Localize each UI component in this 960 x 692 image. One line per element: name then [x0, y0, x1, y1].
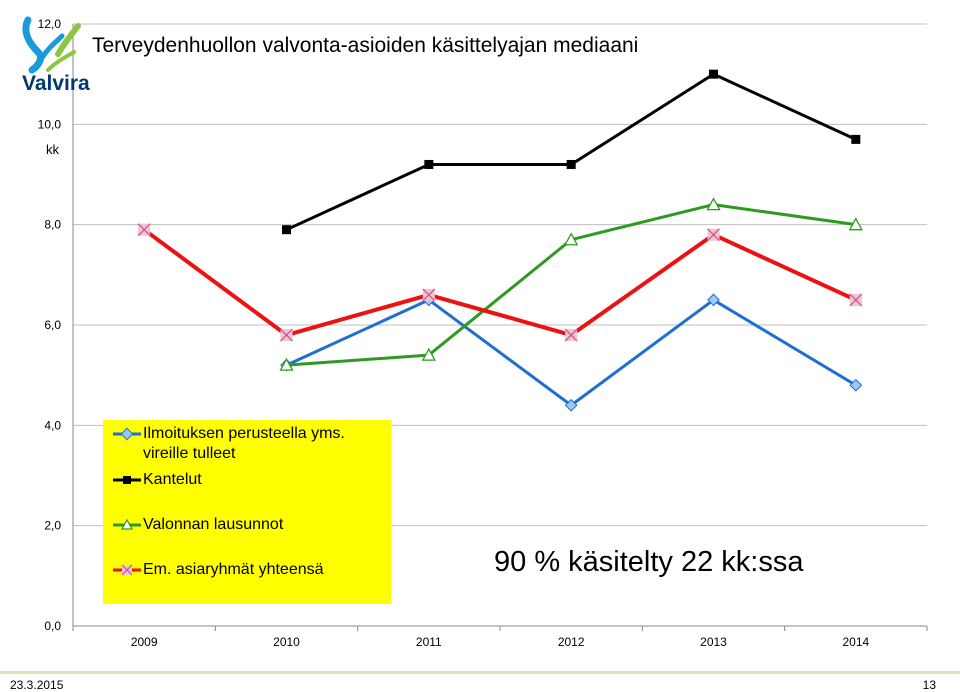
y-tick-label: 12,0	[38, 17, 62, 31]
data-point-1-2	[566, 159, 576, 169]
series-line-1	[285, 72, 857, 232]
data-point-2-2	[564, 232, 579, 246]
legend-label-yhteensa: Em. asiaryhmät yhteensä	[143, 561, 324, 578]
data-point-1-0	[282, 225, 291, 235]
legend-label-ilmoitukset-line1: Ilmoituksen perusteella yms.	[143, 425, 345, 442]
data-point-1-1	[424, 159, 434, 169]
data-point-2-4	[848, 217, 863, 231]
data-point-3-2-x2	[422, 288, 436, 302]
footer-divider	[0, 671, 960, 674]
x-tick-label: 2010	[273, 635, 300, 649]
legend-label-valonnan: Valonnan lausunnot	[143, 516, 284, 533]
footer-date: 23.3.2015	[10, 678, 64, 692]
data-point-2-0	[279, 357, 294, 371]
x-tick-label: 2013	[700, 635, 727, 649]
legend-marker-square-icon	[113, 476, 141, 484]
data-point-2-3	[706, 197, 721, 211]
legend-marker-triangle-icon	[113, 518, 141, 530]
data-point-0-4	[849, 378, 863, 392]
legend-label-ilmoitukset-line2: vireille tulleet	[143, 445, 236, 462]
y-tick-label: 6,0	[44, 318, 61, 332]
y-tick-label: 10,0	[38, 117, 62, 131]
x-tick-label: 2011	[416, 635, 442, 649]
data-point-0-2	[564, 398, 578, 412]
legend-marker-x-icon	[113, 564, 141, 576]
x-tick-label: 2012	[558, 635, 585, 649]
chart-legend: Ilmoituksen perusteella yms. vireille tu…	[103, 420, 391, 604]
x-tick-label: 2014	[842, 635, 869, 649]
y-axis-unit-label: kk	[46, 142, 59, 157]
y-tick-label: 4,0	[44, 418, 61, 432]
series-line-2	[286, 203, 857, 367]
legend-label-kantelut: Kantelut	[143, 471, 202, 488]
data-point-3-5-x2	[849, 293, 863, 307]
y-tick-label: 2,0	[44, 519, 61, 533]
data-point-3-0-x2	[137, 223, 151, 237]
data-point-3-1-x2	[280, 328, 293, 342]
chart-title: Terveydenhuollon valvonta-asioiden käsit…	[92, 34, 639, 57]
data-point-0-3	[707, 293, 720, 307]
x-tick-label: 2009	[131, 635, 158, 649]
data-point-1-3	[709, 69, 718, 79]
data-point-2-1	[421, 347, 436, 361]
series-line-0	[285, 298, 857, 407]
series-line-3	[142, 228, 857, 338]
legend-marker-diamond-icon	[113, 427, 141, 441]
data-point-3-4-x2	[707, 228, 720, 242]
svg-text:Valvira: Valvira	[22, 72, 90, 95]
data-point-3-3-x2	[564, 328, 578, 342]
annotation-text: 90 % käsitelty 22 kk:ssa	[494, 546, 804, 578]
y-tick-label: 0,0	[44, 619, 61, 633]
y-tick-label: 8,0	[44, 218, 61, 232]
valvira-logo: Valvira	[18, 8, 98, 98]
data-point-1-4	[851, 134, 861, 144]
page-number: 13	[922, 678, 936, 692]
